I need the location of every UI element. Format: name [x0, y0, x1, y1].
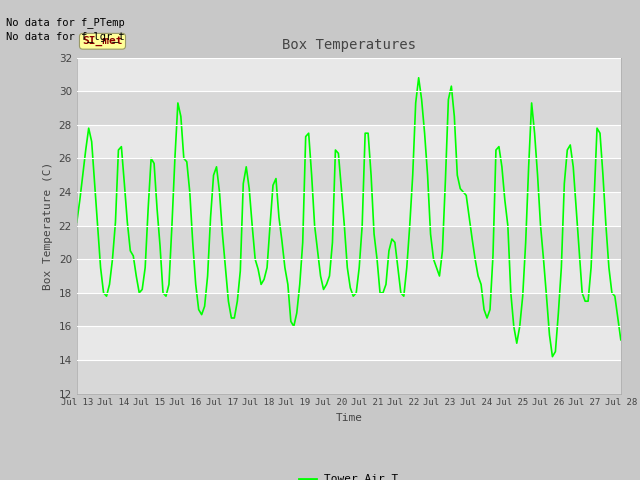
- Text: No data for f_PTemp: No data for f_PTemp: [6, 17, 125, 28]
- X-axis label: Time: Time: [335, 413, 362, 423]
- Title: Box Temperatures: Box Temperatures: [282, 38, 416, 52]
- Bar: [77, 91, 621, 125]
- Bar: [77, 226, 621, 259]
- Y-axis label: Box Temperature (C): Box Temperature (C): [43, 161, 53, 290]
- Bar: [77, 259, 621, 293]
- Legend: Tower Air T: Tower Air T: [294, 470, 403, 480]
- Text: No data for f_lgr_t: No data for f_lgr_t: [6, 31, 125, 42]
- Bar: [77, 125, 621, 158]
- Bar: [77, 192, 621, 226]
- Bar: [77, 293, 621, 326]
- Bar: [77, 58, 621, 91]
- Text: SI_met: SI_met: [82, 36, 123, 47]
- Bar: [77, 158, 621, 192]
- Bar: [77, 326, 621, 360]
- Bar: [77, 360, 621, 394]
